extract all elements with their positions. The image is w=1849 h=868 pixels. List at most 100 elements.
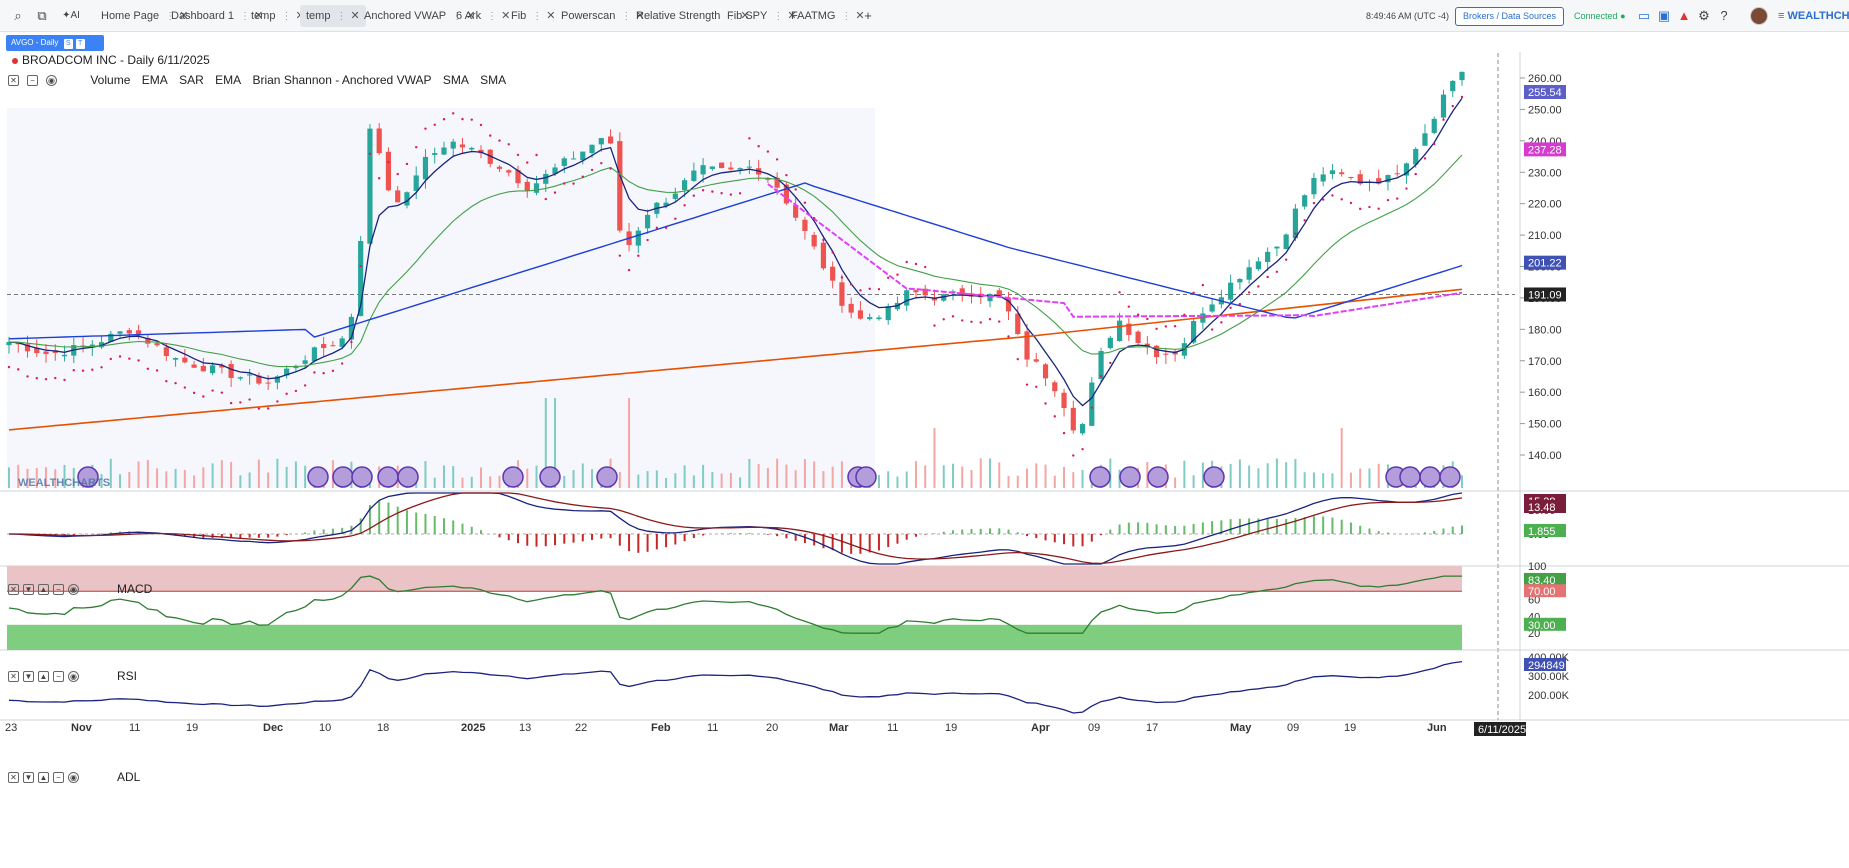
help-icon[interactable]: ? bbox=[1716, 8, 1732, 24]
tab-7[interactable]: Fib⋮✕ bbox=[505, 5, 562, 27]
sar-dot bbox=[711, 190, 713, 192]
macd-down-icon[interactable]: ▼ bbox=[23, 584, 34, 595]
macd-histogram-bar bbox=[1137, 522, 1139, 534]
symbol-key-s[interactable]: S bbox=[64, 39, 73, 49]
macd-eye-icon[interactable]: ◉ bbox=[68, 584, 79, 595]
candle-body bbox=[1135, 332, 1140, 343]
bell-icon[interactable]: ▲ bbox=[1676, 8, 1692, 24]
rsi-minimize-icon[interactable]: − bbox=[53, 671, 64, 682]
volume-bar bbox=[989, 458, 991, 488]
add-tab-button[interactable]: + bbox=[860, 8, 876, 24]
x-axis-label: 23 bbox=[5, 722, 17, 734]
adl-down-icon[interactable]: ▼ bbox=[23, 772, 34, 783]
visibility-eye-icon[interactable]: ◉ bbox=[46, 75, 57, 86]
sar-dot bbox=[1007, 335, 1009, 337]
sar-dot bbox=[1192, 292, 1194, 294]
candle-body bbox=[395, 190, 400, 202]
study-ema-1[interactable]: EMA bbox=[142, 73, 168, 87]
adl-up-icon[interactable]: ▲ bbox=[38, 772, 49, 783]
adl-badge-text: 294849 bbox=[1528, 660, 1565, 672]
candle-body bbox=[423, 157, 428, 179]
candle-body bbox=[858, 310, 863, 318]
candle-body bbox=[247, 374, 252, 375]
sar-dot bbox=[1424, 157, 1426, 159]
chart-svg[interactable]: 260.00250.00240.00230.00220.00210.00200.… bbox=[0, 52, 1849, 863]
macd-histogram-bar bbox=[980, 529, 982, 534]
volume-bar bbox=[1313, 472, 1315, 488]
adl-eye-icon[interactable]: ◉ bbox=[68, 772, 79, 783]
macd-histogram-bar bbox=[970, 529, 972, 534]
rsi-close-icon[interactable]: ✕ bbox=[8, 671, 19, 682]
close-pane-icon[interactable]: ✕ bbox=[8, 75, 19, 86]
volume-bar bbox=[499, 476, 501, 488]
study-anchored-vwap[interactable]: Brian Shannon - Anchored VWAP bbox=[252, 73, 431, 87]
tab-11[interactable]: FAATMG⋮✕ bbox=[785, 5, 871, 27]
tab-4[interactable]: temp⋮✕ bbox=[300, 5, 366, 27]
macd-histogram-bar bbox=[323, 529, 325, 534]
rsi-down-icon[interactable]: ▼ bbox=[23, 671, 34, 682]
study-sar[interactable]: SAR bbox=[179, 73, 204, 87]
sar-dot bbox=[674, 218, 676, 220]
connected-label: Connected bbox=[1574, 11, 1618, 21]
chart-canvas[interactable]: 260.00250.00240.00230.00220.00210.00200.… bbox=[0, 52, 1849, 868]
macd-histogram-bar bbox=[933, 533, 935, 534]
candle-body bbox=[414, 175, 419, 190]
avatar[interactable] bbox=[1750, 7, 1768, 25]
adl-minimize-icon[interactable]: − bbox=[53, 772, 64, 783]
macd-histogram-bar bbox=[563, 534, 565, 544]
tab-menu-icon[interactable]: ⋮ bbox=[532, 11, 542, 22]
macd-histogram-bar bbox=[1174, 526, 1176, 534]
candle-body bbox=[1441, 95, 1446, 118]
macd-histogram-bar bbox=[1452, 527, 1454, 534]
macd-histogram-bar bbox=[961, 530, 963, 534]
macd-histogram-bar bbox=[878, 534, 880, 550]
candle-body bbox=[386, 152, 391, 190]
sar-dot bbox=[359, 265, 361, 267]
adl-close-icon[interactable]: ✕ bbox=[8, 772, 19, 783]
macd-histogram-bar bbox=[1387, 533, 1389, 534]
macd-histogram-bar bbox=[813, 534, 815, 545]
volume-bar bbox=[758, 464, 760, 488]
study-ema-2[interactable]: EMA bbox=[215, 73, 241, 87]
sar-dot bbox=[628, 269, 630, 271]
tab-menu-icon[interactable]: ⋮ bbox=[487, 11, 497, 22]
study-sma-1[interactable]: SMA bbox=[443, 73, 469, 87]
adl-tick-label: 200.00K bbox=[1528, 690, 1570, 702]
tab-menu-icon[interactable]: ⋮ bbox=[281, 11, 291, 22]
sar-dot bbox=[498, 139, 500, 141]
macd-minimize-icon[interactable]: − bbox=[53, 584, 64, 595]
rsi-up-icon[interactable]: ▲ bbox=[38, 671, 49, 682]
sar-dot bbox=[646, 239, 648, 241]
macd-histogram-bar bbox=[406, 510, 408, 534]
rsi-eye-icon[interactable]: ◉ bbox=[68, 671, 79, 682]
sar-dot bbox=[878, 288, 880, 290]
study-sma-2[interactable]: SMA bbox=[480, 73, 506, 87]
macd-up-icon[interactable]: ▲ bbox=[38, 584, 49, 595]
candle-body bbox=[1108, 338, 1113, 348]
candle-body bbox=[1432, 119, 1437, 133]
gear-icon[interactable]: ⚙ bbox=[1696, 8, 1712, 24]
sar-dot bbox=[1146, 318, 1148, 320]
save-icon[interactable]: ▣ bbox=[1656, 8, 1672, 24]
symbol-key-t[interactable]: T bbox=[76, 39, 85, 49]
macd-histogram-bar bbox=[1193, 524, 1195, 534]
macd-histogram-bar bbox=[619, 534, 621, 546]
rsi-overbought-zone bbox=[7, 566, 1462, 591]
price-badge-text: 191.09 bbox=[1528, 289, 1562, 301]
tab-menu-icon[interactable]: ⋮ bbox=[336, 11, 346, 22]
macd-histogram-bar bbox=[748, 533, 750, 534]
search-icon[interactable]: ⌕ bbox=[10, 8, 26, 24]
monitor-icon[interactable]: ▭ bbox=[1636, 8, 1652, 24]
brokers-data-sources-button[interactable]: Brokers / Data Sources bbox=[1455, 7, 1564, 26]
copy-window-icon[interactable]: ⧉ bbox=[34, 8, 50, 24]
volume-bar bbox=[943, 465, 945, 488]
tab-menu-icon[interactable]: ⋮ bbox=[773, 11, 783, 22]
x-axis-label: 11 bbox=[129, 722, 140, 734]
tab-menu-icon[interactable]: ⋮ bbox=[841, 11, 851, 22]
study-volume[interactable]: Volume bbox=[90, 73, 130, 87]
macd-close-icon[interactable]: ✕ bbox=[8, 584, 19, 595]
candle-body bbox=[210, 365, 215, 373]
ai-icon[interactable]: ✦AI bbox=[60, 8, 82, 24]
minimize-pane-icon[interactable]: − bbox=[27, 75, 38, 86]
